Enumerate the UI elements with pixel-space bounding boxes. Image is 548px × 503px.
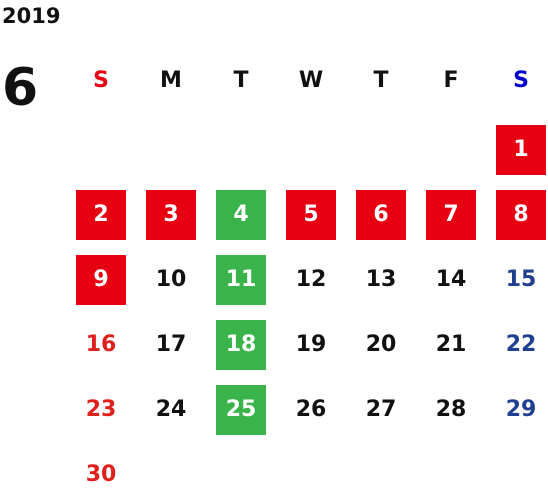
day-cell-23[interactable]: 23 — [85, 397, 117, 422]
day-cell-26[interactable]: 26 — [295, 397, 327, 422]
day-cell-25[interactable]: 25 — [216, 385, 266, 435]
day-cell-10[interactable]: 10 — [155, 267, 187, 292]
calendar-year: 2019 — [2, 4, 61, 28]
day-cell-14[interactable]: 14 — [435, 267, 467, 292]
day-cell-12[interactable]: 12 — [295, 267, 327, 292]
calendar-month: 6 — [2, 58, 39, 118]
day-cell-30[interactable]: 30 — [85, 462, 117, 487]
day-cell-5[interactable]: 5 — [286, 190, 336, 240]
weekday-friday: F — [443, 68, 459, 93]
weekday-monday: M — [160, 68, 182, 93]
day-cell-28[interactable]: 28 — [435, 397, 467, 422]
day-cell-2[interactable]: 2 — [76, 190, 126, 240]
day-cell-19[interactable]: 19 — [295, 332, 327, 357]
weekday-saturday: S — [513, 68, 529, 93]
day-cell-7[interactable]: 7 — [426, 190, 476, 240]
weekday-thursday: T — [373, 68, 389, 93]
day-cell-1[interactable]: 1 — [496, 125, 546, 175]
day-cell-21[interactable]: 21 — [435, 332, 467, 357]
day-cell-17[interactable]: 17 — [155, 332, 187, 357]
day-cell-15[interactable]: 15 — [505, 267, 537, 292]
weekday-sunday: S — [93, 68, 109, 93]
day-cell-13[interactable]: 13 — [365, 267, 397, 292]
day-cell-4[interactable]: 4 — [216, 190, 266, 240]
day-cell-16[interactable]: 16 — [85, 332, 117, 357]
day-cell-24[interactable]: 24 — [155, 397, 187, 422]
day-cell-20[interactable]: 20 — [365, 332, 397, 357]
day-cell-22[interactable]: 22 — [505, 332, 537, 357]
day-cell-9[interactable]: 9 — [76, 255, 126, 305]
day-cell-18[interactable]: 18 — [216, 320, 266, 370]
day-cell-29[interactable]: 29 — [505, 397, 537, 422]
day-cell-8[interactable]: 8 — [496, 190, 546, 240]
weekday-tuesday: T — [233, 68, 249, 93]
day-cell-11[interactable]: 11 — [216, 255, 266, 305]
weekday-wednesday: W — [298, 68, 324, 93]
day-cell-6[interactable]: 6 — [356, 190, 406, 240]
day-cell-3[interactable]: 3 — [146, 190, 196, 240]
day-cell-27[interactable]: 27 — [365, 397, 397, 422]
